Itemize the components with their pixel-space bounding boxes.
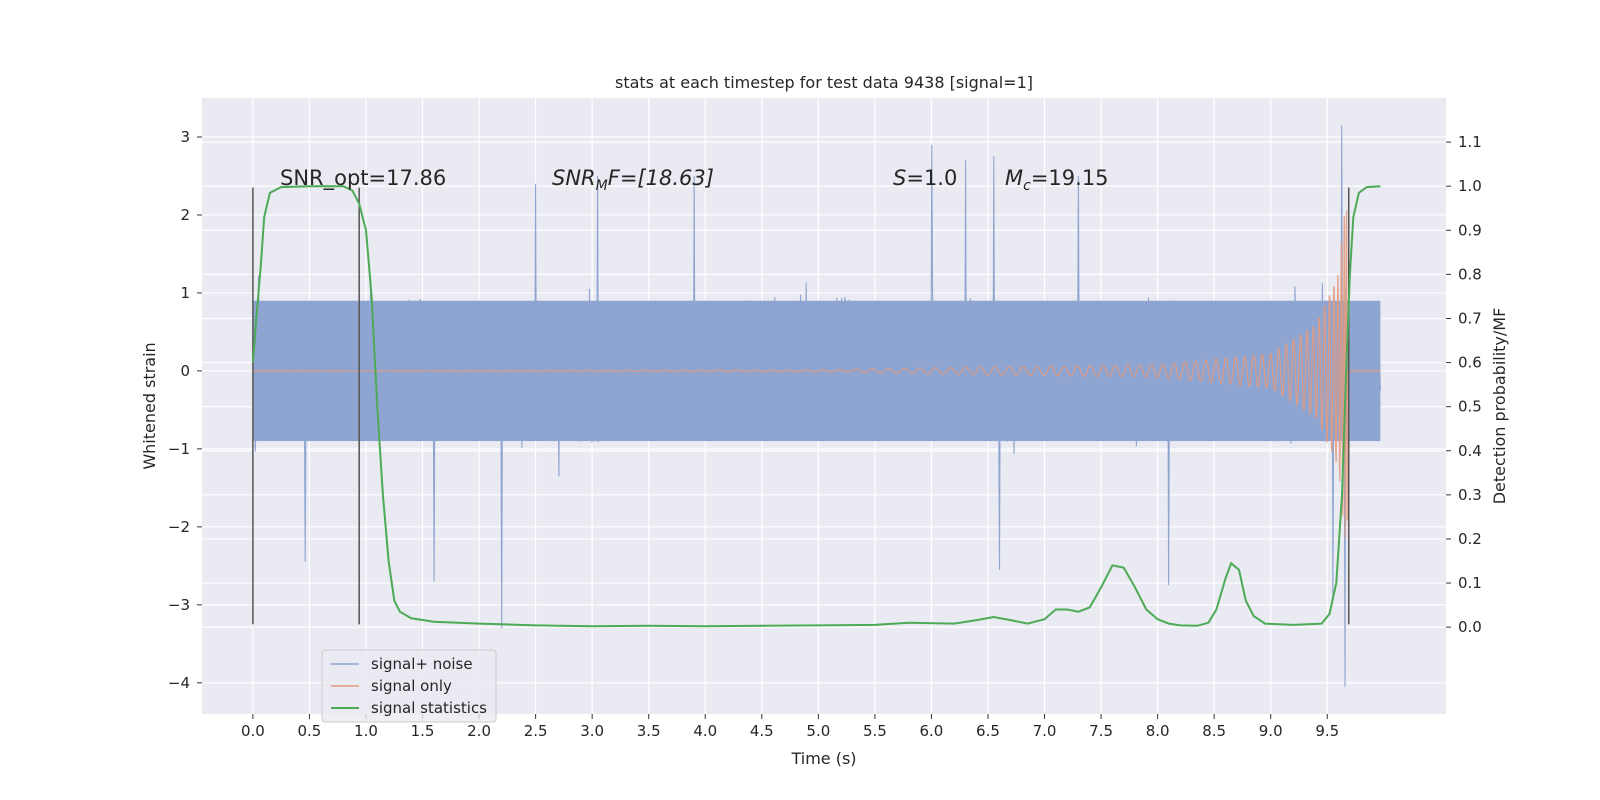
chart-title: stats at each timestep for test data 943… (615, 73, 1033, 92)
noise-trace (252, 125, 1381, 687)
legend-label-signal-only: signal only (371, 677, 452, 695)
x-tick-label: 2.0 (467, 722, 491, 740)
y2-tick-label: 0.9 (1458, 221, 1482, 239)
y2-tick-label: 0.3 (1458, 486, 1482, 504)
y2-tick-label: 1.1 (1458, 133, 1482, 151)
y-tick-label: 0 (180, 362, 190, 380)
x-tick-label: 7.0 (1033, 722, 1057, 740)
x-axis-label: Time (s) (790, 749, 856, 768)
series-signal-statistics (251, 185, 1381, 628)
annotation-snr-opt: SNR_opt=17.86 (280, 166, 446, 191)
y2-tick-label: 0.4 (1458, 442, 1482, 460)
x-tick-label: 4.5 (750, 722, 774, 740)
y2-tick-label: 0.1 (1458, 574, 1482, 592)
x-tick-label: 9.5 (1315, 722, 1339, 740)
x-tick-label: 3.0 (580, 722, 604, 740)
y2-tick-label: 1.0 (1458, 177, 1482, 195)
y2-tick-label: 0.6 (1458, 354, 1482, 372)
signal-trace (252, 210, 1381, 539)
y2-axis-ticks: 1.1 1.0 0.9 0.8 0.7 0.6 0.5 0.4 0.3 0.2 0.1 0.0 (1446, 133, 1482, 636)
x-tick-label: 0.5 (298, 722, 322, 740)
x-tick-label: 9.0 (1259, 722, 1283, 740)
x-tick-label: 5.5 (863, 722, 887, 740)
x-tick-label: 5.0 (806, 722, 830, 740)
y2-tick-label: 0.8 (1458, 265, 1482, 283)
y2-axis-label: Detection probability/MF (1490, 308, 1509, 505)
annotation-snr-mf: SNRMF=[18.63] (552, 166, 714, 194)
annotation-snr-mf-sub: M (596, 178, 608, 194)
vertical-markers (252, 187, 1350, 625)
y2-tick-label: 0.2 (1458, 530, 1482, 548)
annotation-mc-label: M (1005, 166, 1023, 190)
annotation-s-rest: =1.0 (906, 166, 957, 190)
y2-tick-label: 0.7 (1458, 309, 1482, 327)
annotation-snr-mf-label: SNR (552, 166, 596, 190)
y2-tick-label: 0.5 (1458, 398, 1482, 416)
y2-tick-label: 0.0 (1458, 618, 1482, 636)
x-tick-label: 1.0 (354, 722, 378, 740)
x-tick-label: 7.5 (1089, 722, 1113, 740)
legend-label-signal-noise: signal+ noise (371, 655, 473, 673)
annotation-mc-sub: c (1023, 178, 1031, 194)
legend-box (321, 649, 497, 723)
x-tick-label: 3.5 (637, 722, 661, 740)
x-tick-label: 8.0 (1146, 722, 1170, 740)
legend-label-signal-statistics: signal statistics (371, 699, 487, 717)
annotation-snr-mf-rest: F=[18.63] (608, 166, 714, 190)
x-tick-label: 6.0 (920, 722, 944, 740)
y-tick-label: 2 (180, 206, 190, 224)
annotation-s-label: S (893, 166, 906, 190)
annotation-mc-rest: =19.15 (1031, 166, 1109, 190)
series-signal-only (252, 210, 1381, 539)
y-tick-label: −2 (168, 518, 190, 536)
y-tick-label: −4 (168, 674, 190, 692)
y-axis-ticks: 3 2 1 0 −1 −2 −3 −4 (168, 128, 202, 692)
y-axis-label: Whitened strain (140, 342, 159, 469)
annotation-s: S=1.0 (893, 166, 957, 190)
y-tick-label: −3 (168, 596, 190, 614)
x-tick-label: 6.5 (976, 722, 1000, 740)
x-tick-label: 4.0 (693, 722, 717, 740)
legend: signal+ noise signal only signal statist… (321, 649, 497, 723)
x-tick-label: 0.0 (241, 722, 265, 740)
y-tick-label: 3 (180, 128, 190, 146)
y-tick-label: −1 (168, 440, 190, 458)
y-tick-label: 1 (180, 284, 190, 302)
x-tick-label: 1.5 (411, 722, 435, 740)
x-tick-label: 2.5 (524, 722, 548, 740)
x-tick-label: 8.5 (1202, 722, 1226, 740)
annotation-mc: Mc=19.15 (1005, 166, 1109, 194)
x-axis-ticks: 0.0 0.5 1.0 1.5 2.0 2.5 3.0 3.5 4.0 4.5 5.0 5.5 6.0 6… (241, 714, 1339, 740)
statistics-trace (251, 185, 1381, 628)
